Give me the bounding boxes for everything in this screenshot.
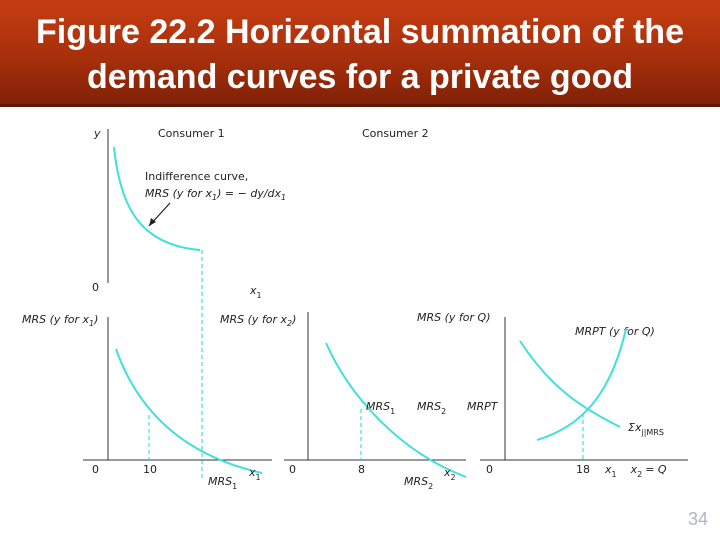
panel-2: MRS (y for x2) 0 8 x2 MRS2 (220, 312, 467, 491)
panel2-origin-label: 0 (289, 463, 296, 476)
mrs2-demand-curve (325, 342, 467, 478)
summed-demand-curve (519, 340, 621, 428)
panel2-y-axis-label: MRS (y for x2) (220, 313, 296, 328)
panel3-mrs-axis-label: MRS (y for Q) (417, 311, 490, 324)
panel2-curve-label: MRS2 (404, 475, 433, 491)
title-bar: Figure 22.2 Horizontal summation of the … (0, 0, 720, 107)
slide-title-line-2: demand curves for a private good (86, 58, 634, 96)
indifference-curve (113, 146, 201, 251)
consumer-2-label: Consumer 2 (362, 127, 429, 140)
top-x-axis-label: x1 (249, 284, 262, 300)
panel1-x-axis-label: x1 (248, 466, 261, 482)
panel1-tick-10: 10 (143, 463, 157, 476)
mrs1-demand-curve (115, 348, 263, 474)
panel3-mrpt-label: MRPT (467, 400, 499, 413)
panel2-x-axis-label: x2 (443, 466, 456, 482)
demand-summation-figure: y Consumer 1 Consumer 2 0 x1 Indifferenc… (22, 127, 688, 491)
top-y-axis-label: y (93, 127, 101, 140)
sum-demand-label: Σxj|MRS (628, 421, 664, 437)
panel3-x-axis-label: x1 x2 = Q (604, 463, 667, 479)
panel1-y-axis-label: MRS (y for x1) (22, 313, 98, 328)
panel1-curve-label: MRS1 (208, 475, 237, 491)
top-panel: y Consumer 1 Consumer 2 0 x1 Indifferenc… (92, 127, 429, 479)
top-origin-label: 0 (92, 281, 99, 294)
panel-1: MRS (y for x1) 0 10 x1 MRS1 (22, 313, 272, 491)
mrpt-supply-curve (536, 328, 627, 441)
panel3-origin-label: 0 (486, 463, 493, 476)
arrow-head-icon (149, 218, 156, 226)
slide-number: 34 (687, 509, 708, 529)
indifference-label-2: MRS (y for x1) = − dy/dx1 (145, 187, 286, 202)
panel3-mrpt-axis-label: MRPT (y for Q) (575, 325, 655, 338)
consumer-1-label: Consumer 1 (158, 127, 225, 140)
indifference-label-1: Indifference curve, (145, 170, 248, 183)
panel3-tick-18: 18 (576, 463, 590, 476)
panel3-mrs1-label: MRS1 (366, 400, 395, 416)
panel1-origin-label: 0 (92, 463, 99, 476)
panel2-tick-8: 8 (358, 463, 365, 476)
panel-3: MRS (y for Q) MRPT (y for Q) 0 18 x1 x2 = … (366, 311, 688, 479)
slide-title-line-1: Figure 22.2 Horizontal summation of the (36, 13, 684, 51)
panel3-mrs2-label: MRS2 (417, 400, 446, 416)
